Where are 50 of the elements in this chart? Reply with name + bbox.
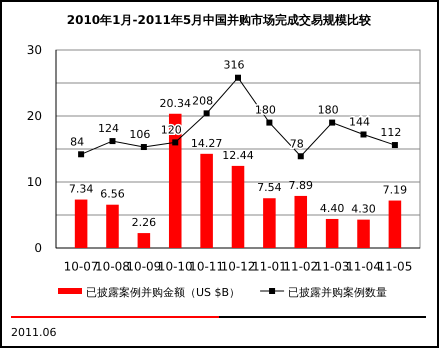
- data-label: 7.89: [288, 178, 314, 192]
- data-label: 106: [129, 128, 150, 142]
- data-label: 84: [70, 135, 84, 148]
- data-label: 12.44: [222, 148, 254, 162]
- chart-title: 2010年1月-2011年5月中国并购市场完成交易规模比较: [66, 13, 372, 27]
- bar: [388, 200, 402, 248]
- y-tick-label: 0: [34, 240, 42, 255]
- data-label: 14.27: [190, 136, 222, 150]
- bar: [200, 154, 213, 248]
- y-tick-label: 10: [26, 174, 42, 189]
- point: [235, 74, 241, 81]
- bar: [263, 198, 276, 248]
- data-label: 144: [349, 115, 370, 128]
- data-label: 208: [192, 94, 214, 108]
- legend-label: 已披露案例并购金额（US $B）: [86, 286, 240, 299]
- data-label: 7.19: [382, 184, 408, 197]
- point: [329, 120, 336, 126]
- data-label: 316: [224, 58, 244, 72]
- data-label: 78: [290, 137, 304, 150]
- point: [298, 153, 304, 160]
- bar: [106, 204, 119, 248]
- bar: [357, 220, 370, 248]
- bar: [294, 196, 308, 248]
- point: [392, 142, 398, 148]
- data-label: 20.34: [159, 96, 191, 110]
- bar: [74, 200, 88, 248]
- point: [140, 144, 147, 150]
- point: [266, 120, 272, 126]
- data-label: 180: [318, 104, 339, 117]
- data-label: 7.34: [68, 182, 94, 196]
- text: 2011.06: [11, 326, 56, 339]
- legend-label: 已披露并购案例数量: [288, 286, 388, 299]
- data-label: 2.26: [132, 216, 156, 230]
- data-label: 4.40: [320, 202, 344, 215]
- bar: [232, 166, 244, 248]
- data-label: 6.56: [100, 188, 125, 201]
- x-tick-label: 10-12: [220, 260, 256, 274]
- data-label: 4.30: [351, 202, 376, 216]
- y-tick-label: 30: [26, 42, 42, 57]
- data-label: 7.54: [257, 181, 282, 194]
- point: [204, 110, 210, 116]
- bar: [326, 218, 338, 248]
- point: [109, 138, 116, 144]
- y-tick-label: 20: [26, 108, 42, 123]
- data-label: 124: [98, 122, 119, 136]
- bar: [138, 233, 150, 248]
- point: [360, 131, 367, 138]
- point: [172, 139, 178, 146]
- point: [78, 151, 84, 158]
- data-label: 112: [380, 126, 402, 140]
